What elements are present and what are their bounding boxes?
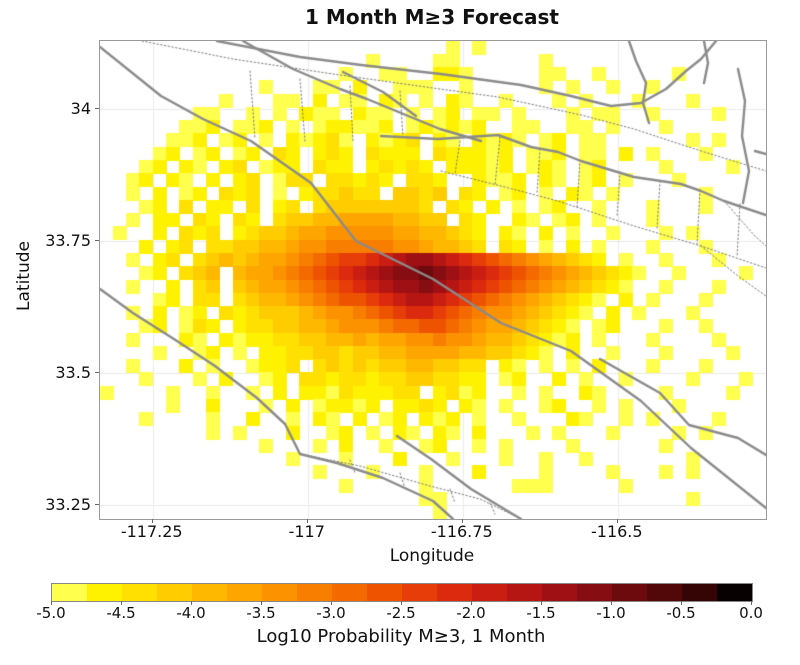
y-tick-mark — [95, 108, 99, 110]
colorbar-tick-label: -1.5 — [526, 604, 556, 622]
colorbar-tick-label: -0.5 — [666, 604, 696, 622]
colorbar-segment — [542, 584, 577, 601]
colorbar-segment — [437, 584, 472, 601]
colorbar-tick-mark — [541, 601, 542, 605]
colorbar-tick-label: -5.0 — [36, 604, 66, 622]
colorbar-tick-label: -2.5 — [386, 604, 416, 622]
colorbar-tick-label: -4.5 — [106, 604, 136, 622]
x-tick-label: -117 — [288, 522, 325, 541]
x-tick-mark — [616, 519, 618, 523]
colorbar-tick-mark — [611, 601, 612, 605]
colorbar-tick-mark — [191, 601, 192, 605]
colorbar-segment — [472, 584, 507, 601]
colorbar-segment — [647, 584, 682, 601]
colorbar-tick-mark — [471, 601, 472, 605]
colorbar-segment — [367, 584, 402, 601]
colorbar-segment — [507, 584, 542, 601]
colorbar-tick-label: -3.5 — [246, 604, 276, 622]
y-tick-mark — [95, 504, 99, 506]
colorbar-segment — [577, 584, 612, 601]
x-tick-mark — [151, 519, 153, 523]
y-tick-mark — [95, 372, 99, 374]
colorbar-tick-mark — [681, 601, 682, 605]
x-tick-label: -116.75 — [430, 522, 493, 541]
colorbar-tick-mark — [261, 601, 262, 605]
colorbar-segment — [122, 584, 157, 601]
colorbar-tick-mark — [51, 601, 52, 605]
colorbar-tick-label: 0.0 — [739, 604, 763, 622]
colorbar-tick-mark — [331, 601, 332, 605]
y-tick-label: 33.75 — [45, 231, 91, 251]
y-tick-label: 34 — [70, 99, 91, 119]
colorbar-tick-label: -4.0 — [176, 604, 206, 622]
y-tick-label: 33.25 — [45, 495, 91, 515]
colorbar-segment — [87, 584, 122, 601]
y-tick-mark — [95, 240, 99, 242]
colorbar-label: Log10 Probability M≥3, 1 Month — [256, 626, 546, 647]
colorbar-segment — [227, 584, 262, 601]
colorbar-segment — [332, 584, 367, 601]
colorbar-segment — [52, 584, 87, 601]
x-axis-label: Longitude — [389, 546, 475, 566]
colorbar-tick-label: -1.0 — [596, 604, 626, 622]
x-tick-mark — [461, 519, 463, 523]
chart-title: 1 Month M≥3 Forecast — [305, 5, 559, 29]
colorbar-segment — [192, 584, 227, 601]
colorbar-segment — [682, 584, 717, 601]
heatmap-canvas — [100, 41, 766, 519]
colorbar-segment — [612, 584, 647, 601]
colorbar-tick-label: -2.0 — [456, 604, 486, 622]
colorbar-segment — [297, 584, 332, 601]
colorbar-segment — [157, 584, 192, 601]
x-tick-mark — [306, 519, 308, 523]
x-tick-label: -116.5 — [590, 522, 643, 541]
colorbar-segment — [717, 584, 752, 601]
colorbar-segment — [262, 584, 297, 601]
colorbar-tick-label: -3.0 — [316, 604, 346, 622]
colorbar-segment — [402, 584, 437, 601]
y-tick-label: 33.5 — [55, 363, 91, 383]
colorbar — [51, 583, 753, 602]
x-tick-label: -117.25 — [120, 522, 183, 541]
plot-area — [99, 40, 767, 520]
colorbar-tick-mark — [401, 601, 402, 605]
colorbar-tick-mark — [121, 601, 122, 605]
colorbar-tick-mark — [751, 601, 752, 605]
